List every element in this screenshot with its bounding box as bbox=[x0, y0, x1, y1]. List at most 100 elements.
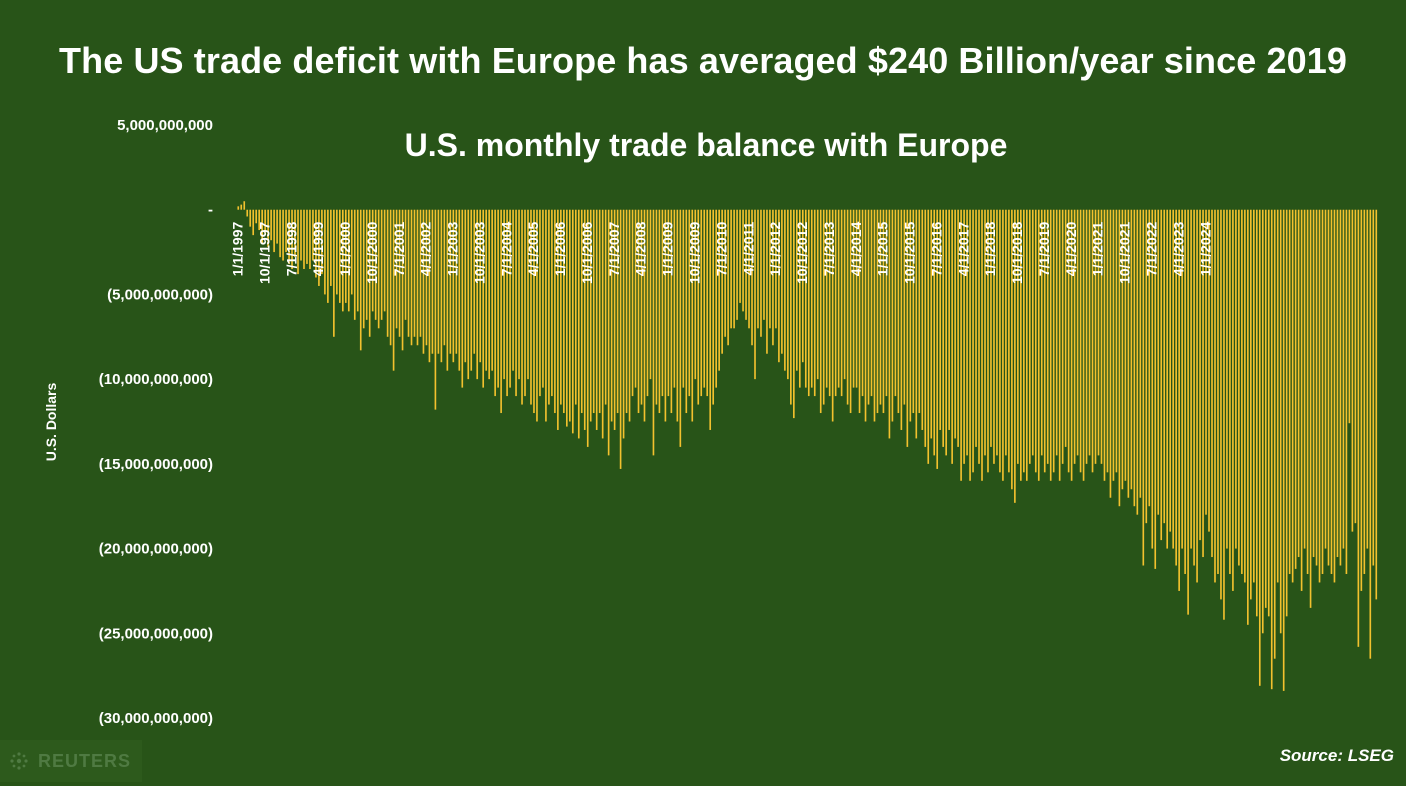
bar bbox=[353, 209, 356, 320]
bar bbox=[1118, 209, 1121, 507]
bar bbox=[867, 209, 870, 405]
bar bbox=[327, 209, 329, 303]
bar bbox=[1247, 209, 1249, 625]
bar bbox=[1100, 209, 1103, 464]
bar bbox=[933, 209, 936, 456]
bar bbox=[1348, 209, 1351, 424]
bar bbox=[1187, 209, 1189, 615]
bar bbox=[437, 209, 440, 354]
bar bbox=[530, 209, 532, 405]
bar bbox=[1252, 209, 1255, 583]
bar bbox=[688, 209, 691, 397]
bar bbox=[679, 209, 682, 447]
bar bbox=[1285, 209, 1288, 617]
x-tick-label: 4/1/2002 bbox=[418, 222, 434, 277]
bar bbox=[1014, 209, 1016, 503]
bar bbox=[1312, 209, 1315, 558]
bar bbox=[790, 209, 792, 405]
bar bbox=[763, 209, 765, 320]
bar bbox=[772, 209, 774, 346]
bar bbox=[1103, 209, 1106, 481]
bar bbox=[804, 209, 807, 388]
bar bbox=[527, 209, 529, 380]
bar bbox=[891, 209, 894, 422]
bar bbox=[1178, 209, 1180, 591]
bar bbox=[616, 209, 619, 414]
bar bbox=[876, 209, 879, 414]
bar bbox=[273, 209, 275, 253]
x-tick-label: 10/1/2000 bbox=[364, 222, 380, 284]
bar bbox=[258, 209, 260, 231]
bar bbox=[592, 209, 595, 414]
bar bbox=[344, 209, 347, 303]
bar bbox=[882, 209, 885, 414]
bar bbox=[658, 209, 661, 414]
bar bbox=[864, 209, 867, 422]
bar bbox=[984, 209, 986, 456]
bar bbox=[1049, 209, 1052, 481]
x-tick-label: 10/1/2006 bbox=[579, 222, 595, 284]
x-tick-label: 4/1/2008 bbox=[633, 222, 649, 277]
x-tick-label: 1/1/2021 bbox=[1090, 222, 1106, 277]
x-tick-label: 4/1/2005 bbox=[525, 222, 541, 277]
bar bbox=[1261, 209, 1264, 634]
bar bbox=[619, 209, 622, 469]
bar bbox=[993, 209, 995, 464]
bar bbox=[754, 209, 756, 380]
bar bbox=[294, 209, 296, 258]
bar bbox=[643, 209, 646, 422]
bar bbox=[649, 209, 652, 380]
reuters-dot-logo-icon bbox=[10, 752, 28, 770]
bar bbox=[473, 209, 476, 354]
bar bbox=[879, 209, 882, 405]
bar bbox=[542, 209, 544, 388]
bar bbox=[945, 209, 947, 456]
bar bbox=[407, 209, 410, 337]
bar bbox=[1020, 209, 1022, 481]
bar bbox=[1217, 209, 1219, 574]
bar bbox=[1214, 209, 1216, 583]
bar bbox=[404, 209, 407, 320]
bar bbox=[1375, 209, 1378, 600]
bar bbox=[781, 209, 783, 354]
bar bbox=[482, 209, 485, 388]
x-tick-label: 1/1/1997 bbox=[229, 222, 245, 277]
bar bbox=[757, 209, 759, 329]
bar bbox=[622, 209, 625, 439]
bar bbox=[500, 209, 502, 414]
bar bbox=[1127, 209, 1130, 498]
bar bbox=[807, 209, 810, 397]
bar bbox=[589, 209, 592, 422]
bar bbox=[1324, 209, 1327, 549]
x-tick-label: 10/1/2018 bbox=[1009, 222, 1025, 284]
bar bbox=[350, 209, 353, 295]
bar bbox=[389, 209, 392, 346]
x-tick-label: 10/1/2012 bbox=[794, 222, 810, 284]
bar bbox=[1276, 209, 1279, 583]
bar bbox=[900, 209, 903, 430]
bar bbox=[855, 209, 858, 388]
bar bbox=[1339, 209, 1342, 566]
bar bbox=[270, 209, 272, 241]
bar bbox=[548, 209, 550, 405]
bar bbox=[625, 209, 628, 414]
bar bbox=[906, 209, 909, 447]
x-tick-label: 10/1/2003 bbox=[471, 222, 487, 284]
x-tick-label: 4/1/2020 bbox=[1063, 222, 1079, 277]
bar bbox=[488, 209, 490, 380]
bar bbox=[685, 209, 688, 414]
bar bbox=[963, 209, 965, 464]
bar bbox=[706, 209, 709, 397]
bar bbox=[1232, 209, 1234, 591]
bar bbox=[951, 209, 953, 464]
bar bbox=[455, 209, 458, 354]
bar bbox=[479, 209, 482, 363]
y-tick-label: (15,000,000,000) bbox=[99, 456, 213, 473]
x-tick-label: 1/1/2012 bbox=[767, 222, 783, 277]
y-tick-label: (20,000,000,000) bbox=[99, 541, 213, 558]
bar bbox=[563, 209, 565, 414]
bar bbox=[1175, 209, 1177, 566]
bar bbox=[410, 209, 413, 346]
bar bbox=[347, 209, 350, 312]
